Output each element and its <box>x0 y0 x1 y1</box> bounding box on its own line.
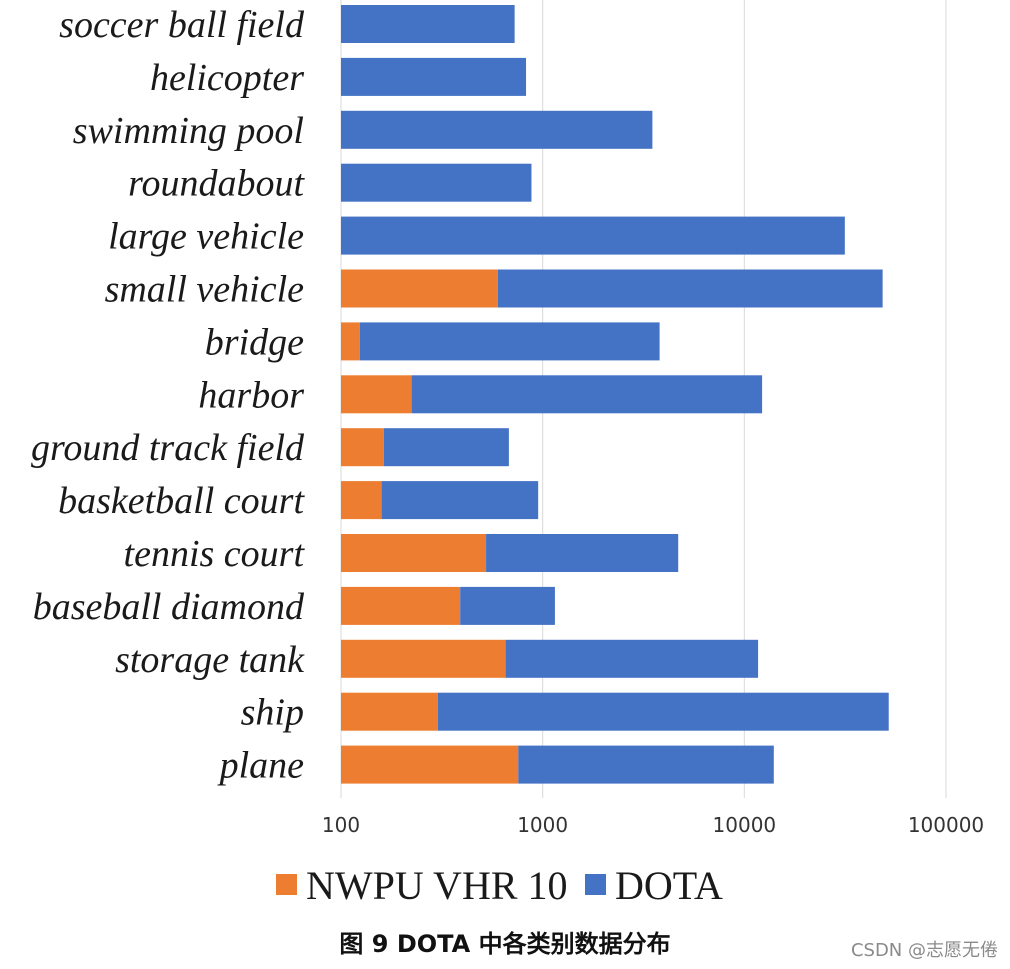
bar-dota-ship <box>437 692 889 731</box>
category-label: bridge <box>205 321 304 363</box>
bar-nwpu-vhr-10-basketball-court <box>341 481 382 520</box>
watermark: CSDN @志愿无倦 <box>850 940 998 961</box>
category-label: large vehicle <box>108 216 304 258</box>
category-label: small vehicle <box>105 269 305 311</box>
category-label: basketball court <box>58 480 305 522</box>
bar-dota-bridge <box>359 322 660 361</box>
bar-dota-plane <box>518 745 774 784</box>
legend-swatch <box>585 874 606 895</box>
bar-nwpu-vhr-10-bridge <box>341 322 360 361</box>
bar-dota-harbor <box>411 375 763 414</box>
category-label: plane <box>217 745 305 787</box>
bar-nwpu-vhr-10-tennis-court <box>341 534 487 572</box>
bar-dota-roundabout <box>341 163 532 202</box>
bar-nwpu-vhr-10-harbor <box>341 375 412 414</box>
bar-dota-small-vehicle <box>497 269 883 308</box>
category-label: helicopter <box>150 57 304 99</box>
x-tick-label: 100 <box>322 813 360 837</box>
category-label: ship <box>241 692 304 734</box>
legend: NWPU VHR 10 DOTA <box>276 863 723 908</box>
bar-dota-basketball-court <box>381 481 539 520</box>
bar-dota-swimming-pool <box>341 110 653 149</box>
bar-nwpu-vhr-10-ship <box>341 692 438 731</box>
category-label: roundabout <box>128 163 305 205</box>
category-label: tennis court <box>124 533 306 575</box>
category-label: swimming pool <box>73 110 304 152</box>
chart: soccer ball field helicopter swimming pool… <box>31 0 984 908</box>
category-label: soccer ball field <box>59 4 305 46</box>
bar-nwpu-vhr-10-small-vehicle <box>341 269 498 308</box>
bar-dota-large-vehicle <box>341 216 845 255</box>
x-tick-labels: 100 1000 10000 100000 <box>322 813 984 837</box>
legend-label: NWPU VHR 10 <box>306 863 568 908</box>
bar-dota-storage-tank <box>505 639 759 678</box>
bar-nwpu-vhr-10-storage-tank <box>341 639 506 678</box>
bar-dota-baseball-diamond <box>460 586 555 625</box>
category-label: storage tank <box>115 639 305 681</box>
bar-dota-ground-track-field <box>383 428 509 467</box>
bar-nwpu-vhr-10-baseball-diamond <box>341 586 461 625</box>
bar-nwpu-vhr-10-ground-track-field <box>341 428 384 467</box>
category-label: harbor <box>198 374 304 416</box>
bar-dota-soccer-ball-field <box>341 5 515 43</box>
category-label: ground track field <box>31 427 305 469</box>
legend-swatch <box>276 874 297 895</box>
category-labels: soccer ball field helicopter swimming pool… <box>31 4 305 787</box>
bars <box>341 5 889 784</box>
category-label: baseball diamond <box>33 586 305 628</box>
bar-dota-helicopter <box>341 57 527 96</box>
x-tick-label: 100000 <box>908 813 984 837</box>
bar-dota-tennis-court <box>486 534 679 572</box>
x-tick-label: 10000 <box>713 813 777 837</box>
figure-caption: 图 9 DOTA 中各类别数据分布 <box>339 930 671 958</box>
x-tick-label: 1000 <box>517 813 568 837</box>
legend-label: DOTA <box>615 863 723 908</box>
bar-nwpu-vhr-10-plane <box>341 745 519 784</box>
